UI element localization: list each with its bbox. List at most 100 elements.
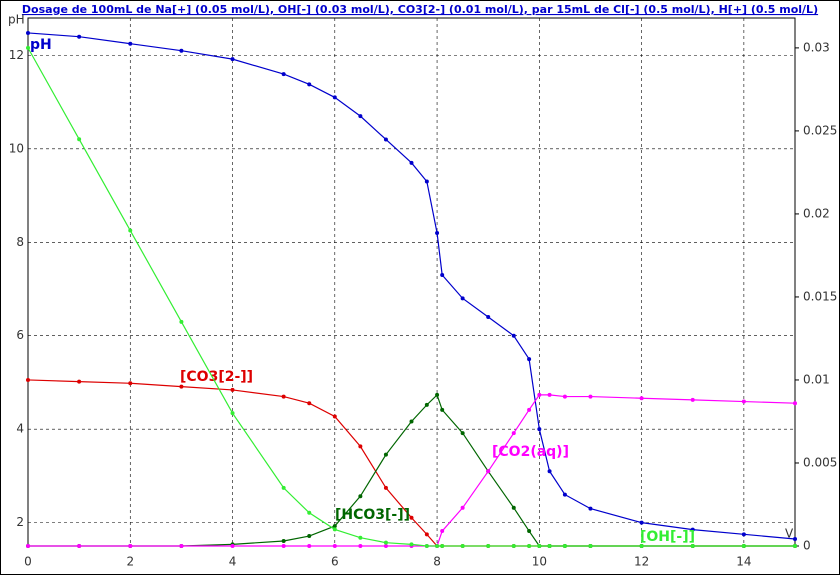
data-point xyxy=(639,396,644,401)
data-point xyxy=(179,544,184,548)
data-point xyxy=(511,431,516,436)
data-point xyxy=(383,137,388,142)
data-point xyxy=(486,469,491,474)
data-point xyxy=(440,407,445,412)
data-point xyxy=(383,452,388,457)
data-point xyxy=(639,544,644,548)
data-point xyxy=(588,544,593,548)
data-point xyxy=(358,535,363,540)
y-tick-label: 10 xyxy=(9,141,24,155)
data-point xyxy=(547,392,552,397)
data-point xyxy=(307,82,312,87)
data-point xyxy=(409,419,414,424)
data-point xyxy=(383,485,388,490)
y2-tick-label: 0 xyxy=(803,539,811,553)
x-tick-label: 10 xyxy=(532,555,547,569)
x-tick-label: 4 xyxy=(229,555,237,569)
data-point xyxy=(307,534,312,539)
data-point xyxy=(440,529,445,534)
data-point xyxy=(230,387,235,392)
y2-tick-label: 0.02 xyxy=(803,206,830,220)
series-label: [CO3[2-]] xyxy=(180,369,253,385)
data-point xyxy=(639,520,644,525)
y-tick-label: 4 xyxy=(16,422,24,436)
data-point xyxy=(230,544,235,548)
data-point xyxy=(128,228,133,233)
data-point xyxy=(527,357,532,362)
data-point xyxy=(440,544,445,548)
data-point xyxy=(511,333,516,338)
data-point xyxy=(527,544,532,548)
data-point xyxy=(690,397,695,402)
data-point xyxy=(77,34,82,39)
data-point xyxy=(537,427,542,432)
data-point xyxy=(230,57,235,62)
data-point xyxy=(77,544,82,548)
data-point xyxy=(435,544,440,548)
y-tick-label: 2 xyxy=(16,515,24,529)
x-axis-label: V xyxy=(785,527,794,541)
y2-tick-label: 0.015 xyxy=(803,289,837,303)
data-point xyxy=(460,431,465,436)
data-point xyxy=(128,41,133,46)
data-point xyxy=(741,399,746,404)
data-point xyxy=(440,272,445,277)
data-point xyxy=(793,401,797,406)
y2-tick-label: 0.01 xyxy=(803,372,830,386)
data-point xyxy=(307,510,312,515)
data-point xyxy=(26,377,30,382)
data-point xyxy=(281,539,286,544)
data-point xyxy=(409,515,414,520)
data-point xyxy=(179,319,184,324)
data-point xyxy=(562,492,567,497)
data-point xyxy=(281,394,286,399)
data-point xyxy=(332,524,337,529)
data-point xyxy=(358,494,363,499)
data-point xyxy=(307,544,312,548)
data-point xyxy=(424,179,429,184)
x-tick-label: 12 xyxy=(634,555,649,569)
data-point xyxy=(383,540,388,545)
data-point xyxy=(527,529,532,534)
data-point xyxy=(793,536,797,541)
data-point xyxy=(358,544,363,548)
y2-tick-label: 0.025 xyxy=(803,123,837,137)
data-point xyxy=(128,544,133,548)
data-point xyxy=(460,544,465,548)
data-point xyxy=(358,444,363,449)
data-point xyxy=(230,411,235,416)
chart-title: Dosage de 100mL de Na[+] (0.05 mol/L), O… xyxy=(22,3,818,16)
data-point xyxy=(547,544,552,548)
data-point xyxy=(741,532,746,537)
data-point xyxy=(424,402,429,407)
data-point xyxy=(562,544,567,548)
y-axis-label: pH xyxy=(8,13,25,27)
x-tick-label: 14 xyxy=(736,555,751,569)
series-label: [OH[-]] xyxy=(640,529,695,545)
data-point xyxy=(547,469,552,474)
data-point xyxy=(281,485,286,490)
data-point xyxy=(332,414,337,419)
data-point xyxy=(690,544,695,548)
data-point xyxy=(793,544,797,548)
y-tick-label: 8 xyxy=(16,235,24,249)
series-line xyxy=(27,32,796,540)
data-point xyxy=(332,544,337,548)
data-point xyxy=(588,506,593,511)
data-point xyxy=(424,544,429,548)
data-point xyxy=(486,544,491,548)
series-label: [HCO3[-]] xyxy=(335,507,410,523)
data-point xyxy=(179,384,184,389)
data-point xyxy=(77,379,82,384)
x-tick-label: 0 xyxy=(24,555,32,569)
data-point xyxy=(358,114,363,119)
x-tick-label: 2 xyxy=(126,555,134,569)
series-line xyxy=(28,394,796,547)
data-point xyxy=(281,544,286,548)
data-point xyxy=(26,30,30,35)
data-point xyxy=(332,527,337,532)
data-point xyxy=(332,95,337,100)
data-point xyxy=(562,394,567,399)
data-point xyxy=(511,505,516,510)
